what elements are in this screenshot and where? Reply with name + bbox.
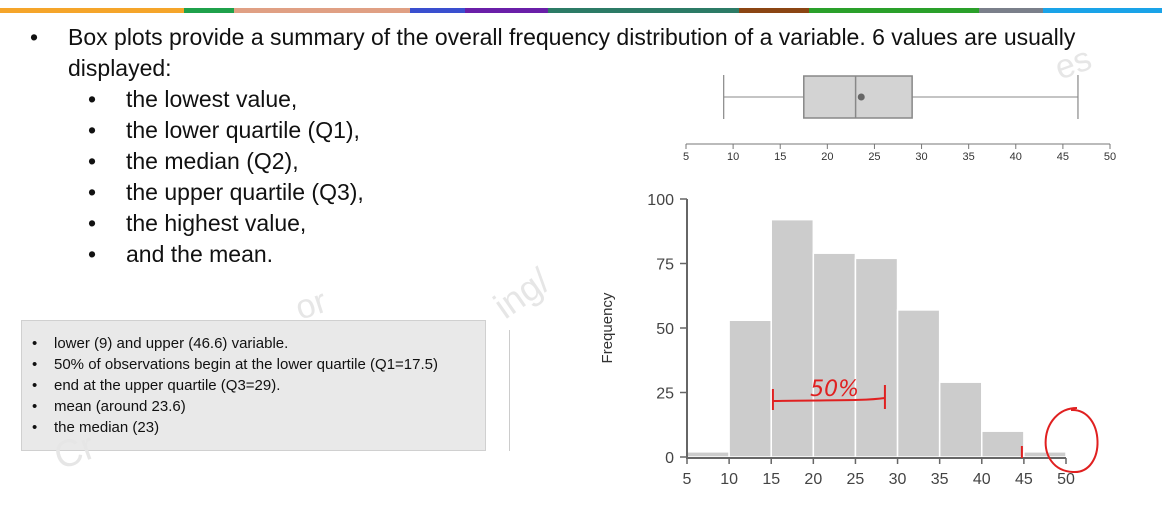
box-axis-tick-label: 15	[774, 151, 786, 163]
accent-segment	[184, 8, 234, 13]
histogram-bar	[854, 257, 899, 458]
box-axis-tick-label: 10	[727, 151, 739, 163]
accent-segment	[548, 8, 739, 13]
box-axis-tick-label: 5	[683, 151, 689, 163]
svg-text:Cr: Cr	[49, 425, 101, 478]
histogram-y-tick-label: 75	[656, 257, 674, 274]
svg-text:ing/: ing/	[486, 260, 557, 327]
histogram-x-tick-label: 15	[762, 471, 780, 488]
histogram-x-tick-label: 25	[847, 471, 865, 488]
box-axis-tick-label: 50	[1104, 151, 1116, 163]
sub-bullet-median: the median (Q2),	[68, 146, 1110, 177]
accent-segment	[234, 8, 410, 13]
histogram-x-tick-label: 50	[1057, 471, 1075, 488]
histogram-x-tick-label: 35	[931, 471, 949, 488]
annotation-percent-label: 50%	[810, 377, 859, 402]
box-axis-tick-label: 20	[821, 151, 833, 163]
annotation-circle	[1044, 407, 1099, 474]
accent-segment	[410, 8, 465, 13]
histogram-bar	[770, 218, 815, 458]
box-axis-tick-label: 35	[963, 151, 975, 163]
note-item-q3: end at the upper quartile (Q3=29).	[32, 375, 485, 396]
sub-bullet-q1: the lower quartile (Q1),	[68, 115, 1110, 146]
summary-note-box: lower (9) and upper (46.6) variable. 50%…	[21, 320, 486, 451]
note-item-q1: 50% of observations begin at the lower q…	[32, 354, 485, 375]
histogram-y-axis-label: Frequency	[599, 292, 616, 363]
histogram-y-tick-label: 100	[647, 192, 674, 209]
accent-segment	[1043, 8, 1162, 13]
box-axis-tick-label: 45	[1057, 151, 1069, 163]
main-bullet-text: Box plots provide a summary of the overa…	[68, 24, 1076, 81]
note-item-range: lower (9) and upper (46.6) variable.	[32, 333, 485, 354]
box-axis-tick-label: 25	[868, 151, 880, 163]
sub-bullet-list: the lowest value, the lower quartile (Q1…	[68, 84, 1110, 270]
note-item-median: the median (23)	[32, 417, 485, 438]
accent-color-strip	[0, 8, 1162, 13]
accent-segment	[739, 8, 809, 13]
histogram-bar	[896, 309, 941, 458]
box-plot: 5 10 15 20 25 30 35 40 45 50	[683, 75, 1116, 163]
sub-bullet-highest: the highest value,	[68, 208, 1110, 239]
accent-segment	[979, 8, 1043, 13]
annotation-range-line	[772, 397, 886, 402]
histogram-x-tick-label: 10	[720, 471, 738, 488]
summary-note-list: lower (9) and upper (46.6) variable. 50%…	[32, 333, 485, 438]
sub-bullet-q3: the upper quartile (Q3),	[68, 177, 1110, 208]
histogram-x-tick-label: 30	[889, 471, 907, 488]
histogram-x-tick-label: 40	[973, 471, 991, 488]
accent-segment	[0, 8, 184, 13]
sub-bullet-lowest: the lowest value,	[68, 84, 1110, 115]
svg-text:es: es	[1050, 40, 1097, 88]
accent-segment	[809, 8, 979, 13]
histogram-x-tick-label: 20	[804, 471, 822, 488]
note-item-mean: mean (around 23.6)	[32, 396, 485, 417]
histogram-bar	[686, 451, 730, 458]
main-bullet-list: Box plots provide a summary of the overa…	[30, 22, 1110, 270]
histogram: 0 25 50 75 100 5 10 15 20 25 30 35 40 45 50 Frequency	[599, 192, 1075, 488]
histogram-x-tick-label: 45	[1015, 471, 1033, 488]
histogram-y-tick-label: 0	[665, 450, 674, 467]
histogram-x-tick-label: 5	[683, 471, 692, 488]
mean-marker	[857, 93, 865, 101]
sub-bullet-mean: and the mean.	[68, 239, 1110, 270]
svg-text:or: or	[291, 282, 331, 327]
divider-line	[509, 330, 510, 451]
histogram-bar	[938, 381, 983, 458]
histogram-y-tick-label: 50	[656, 321, 674, 338]
handwritten-annotations: 50%	[771, 377, 1099, 474]
histogram-y-tick-label: 25	[656, 386, 674, 403]
accent-segment	[465, 8, 548, 13]
box-axis-tick-label: 30	[915, 151, 927, 163]
box-axis-tick-label: 40	[1010, 151, 1022, 163]
main-bullet: Box plots provide a summary of the overa…	[30, 22, 1110, 270]
histogram-bar	[812, 252, 857, 458]
histogram-bar	[1023, 451, 1067, 458]
histogram-bar	[981, 430, 1025, 458]
histogram-bar	[728, 319, 772, 458]
